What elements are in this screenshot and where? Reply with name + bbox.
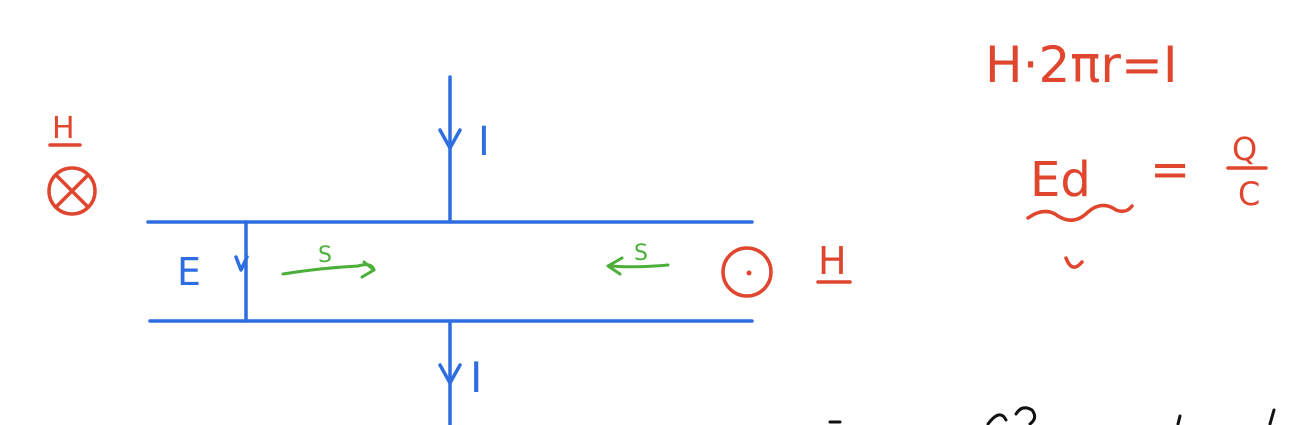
poynting-arrow-left <box>606 256 670 276</box>
h-left-label: H <box>52 111 75 146</box>
into-page-icon <box>47 166 97 216</box>
out-of-page-icon <box>721 246 773 298</box>
equals-sign: = <box>1150 142 1190 198</box>
fraction-denominator: C <box>1238 175 1260 213</box>
fraction-numerator: Q <box>1232 130 1257 168</box>
bottom-current-arrow <box>438 363 462 385</box>
underbrace-scribble <box>1026 203 1134 269</box>
capacitor-lhs: Ed <box>1030 152 1091 208</box>
poynting-left-label: S <box>318 243 332 268</box>
ampere-equation: H·2πr=I <box>985 36 1178 94</box>
e-field-arrow <box>234 255 249 272</box>
top-current-arrow <box>438 128 462 150</box>
poynting-arrow-right <box>281 260 376 279</box>
e-field-label: E <box>177 250 201 294</box>
bottom-current-label: I <box>470 353 482 402</box>
top-current-label: I <box>478 119 490 165</box>
h-right-label: H <box>818 239 847 283</box>
partial-scribbles <box>828 406 1276 425</box>
poynting-right-label: S <box>634 241 648 266</box>
